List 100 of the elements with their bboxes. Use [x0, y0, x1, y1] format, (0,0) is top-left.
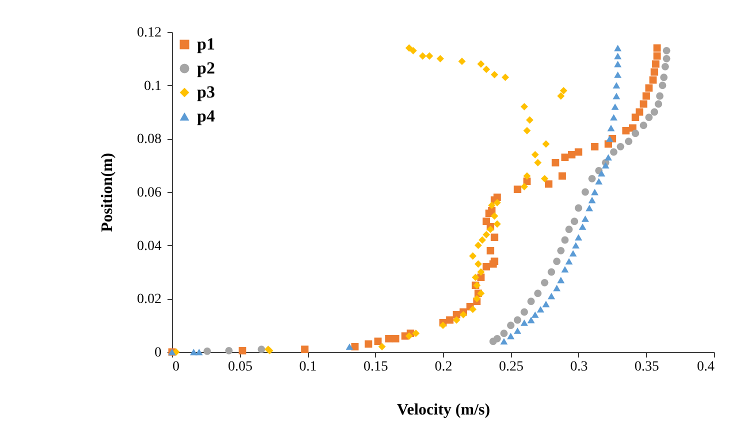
- point: [650, 68, 658, 76]
- point: [490, 258, 498, 266]
- point: [477, 60, 485, 68]
- point: [520, 182, 528, 190]
- legend-label: p1: [197, 34, 215, 54]
- point: [565, 258, 573, 265]
- y-tick-label: 0.12: [137, 26, 162, 40]
- point: [557, 246, 565, 254]
- point: [536, 306, 544, 313]
- point: [653, 44, 661, 52]
- point: [531, 311, 539, 318]
- point: [602, 162, 610, 169]
- point: [553, 284, 561, 292]
- point: [544, 180, 552, 188]
- point: [473, 294, 481, 302]
- point: [385, 334, 393, 342]
- point: [548, 268, 556, 276]
- point: [195, 348, 203, 356]
- point: [405, 332, 413, 340]
- point: [552, 158, 560, 166]
- point: [452, 316, 460, 324]
- point: [604, 154, 612, 161]
- point: [514, 186, 522, 194]
- point: [527, 316, 535, 324]
- point: [612, 82, 620, 89]
- point: [446, 316, 454, 324]
- point: [614, 60, 622, 68]
- point: [595, 178, 603, 185]
- point: [642, 92, 650, 100]
- point: [569, 250, 577, 257]
- point: [436, 54, 444, 62]
- point: [558, 172, 566, 180]
- point: [614, 52, 622, 60]
- y-tick-label: 0.1: [144, 78, 162, 94]
- point: [418, 52, 426, 60]
- point: [557, 276, 565, 284]
- point: [477, 268, 485, 276]
- point: [531, 150, 539, 158]
- point: [482, 230, 490, 238]
- point: [660, 74, 668, 82]
- point: [622, 126, 630, 134]
- point: [477, 290, 485, 298]
- point: [611, 103, 619, 110]
- point: [578, 223, 586, 230]
- point: [632, 130, 640, 138]
- point: [258, 346, 266, 354]
- point: [614, 71, 622, 78]
- point: [204, 348, 211, 355]
- point: [540, 174, 548, 182]
- point: [392, 334, 400, 342]
- x-axis-title: Velocity (m/s): [396, 402, 490, 418]
- point: [514, 327, 522, 334]
- point: [378, 342, 386, 350]
- point: [502, 74, 510, 82]
- point: [653, 52, 661, 60]
- point: [523, 126, 531, 134]
- x-tick-label: 0.1: [299, 360, 317, 374]
- point: [588, 196, 596, 204]
- x-tick-label: 0.3: [570, 360, 588, 374]
- x-tick-label: 0: [172, 360, 180, 374]
- point: [482, 262, 490, 270]
- point: [542, 300, 550, 308]
- point: [409, 46, 417, 54]
- point: [610, 148, 618, 156]
- point: [662, 54, 670, 62]
- point: [493, 194, 501, 202]
- point: [607, 124, 615, 132]
- point: [542, 140, 550, 148]
- point: [614, 44, 622, 52]
- y-axis-title: Position(m): [99, 152, 116, 232]
- y-tick-label: 0.08: [137, 132, 162, 148]
- point: [557, 92, 565, 100]
- point: [574, 234, 582, 241]
- point: [458, 58, 466, 66]
- point: [405, 44, 413, 52]
- point: [565, 226, 573, 234]
- point: [490, 234, 498, 242]
- point: [616, 142, 624, 150]
- point: [540, 278, 548, 286]
- point: [412, 330, 420, 338]
- y-tick-label: 0.02: [137, 292, 162, 308]
- point: [568, 150, 576, 158]
- legend-label: p2: [197, 58, 215, 78]
- y-tick-label: 0.04: [137, 238, 162, 254]
- y-tick-label: 0.06: [137, 186, 162, 200]
- point: [514, 316, 522, 324]
- point: [645, 114, 653, 122]
- point: [588, 174, 596, 182]
- legend-label: p4: [197, 106, 216, 126]
- point: [238, 346, 246, 354]
- point: [527, 298, 535, 306]
- point: [553, 258, 561, 266]
- point: [490, 70, 498, 78]
- point: [482, 66, 490, 74]
- point: [426, 52, 434, 60]
- point: [624, 138, 632, 146]
- legend-label: p3: [197, 82, 215, 102]
- point: [351, 342, 359, 350]
- point: [500, 330, 508, 338]
- y-tick-label: 0: [154, 346, 162, 360]
